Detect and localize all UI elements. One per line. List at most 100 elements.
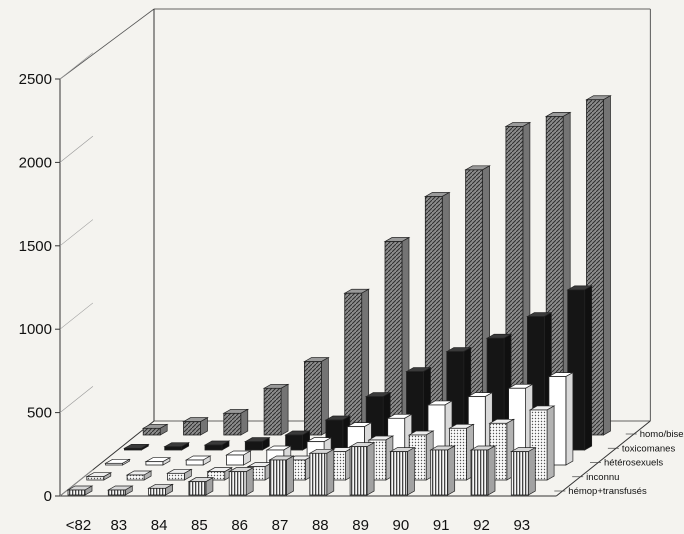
bar-h-mop-transfus-s — [187, 477, 215, 496]
bar-inconnu — [206, 467, 234, 481]
bar-front-face — [389, 451, 408, 496]
bar-h-mop-transfus-s — [106, 485, 134, 496]
bar-side-face — [527, 447, 536, 496]
bar-side-face — [240, 408, 249, 436]
bar-front-face — [164, 446, 183, 451]
bar-front-face — [185, 459, 204, 466]
x-tick-label: 90 — [393, 517, 410, 534]
bar-front-face — [269, 459, 287, 496]
bar-h-t-rosexuels — [225, 450, 252, 466]
y-tick-wall-mark — [59, 135, 94, 163]
bar-side-face — [407, 447, 415, 496]
bar-toxicomanes — [203, 440, 231, 451]
bar-h-mop-transfus-s — [66, 485, 94, 496]
y-tick-label: 2000 — [19, 154, 52, 171]
y-tick-label: 500 — [27, 405, 52, 422]
bar-side-face — [366, 442, 375, 496]
y-tick-label: 2500 — [19, 71, 52, 88]
bar-front-face — [105, 462, 123, 466]
bar-front-face — [223, 412, 242, 436]
x-tick-label: 83 — [110, 517, 127, 534]
legend: hémop+transfusés inconnu hétérosexuels toxi… — [554, 429, 684, 497]
bar-h-t-rosexuels — [104, 458, 131, 466]
x-tick-label: 92 — [473, 517, 490, 534]
bar-toxicomanes — [284, 430, 311, 451]
bar-h-mop-transfus-s — [389, 447, 416, 496]
bars — [66, 95, 612, 496]
y-tick-wall-mark — [59, 469, 94, 497]
bar-side-face — [245, 467, 254, 496]
bar-toxicomanes — [163, 442, 191, 451]
bar-front-face — [263, 387, 282, 436]
bar-side-face — [603, 95, 611, 436]
bar-homo-bisex — [343, 288, 371, 436]
bar-inconnu — [85, 472, 113, 481]
bar-h-mop-transfus-s — [308, 448, 336, 496]
bar-front-face — [303, 361, 322, 436]
bar-homo-bisex — [141, 423, 169, 436]
legend-label: hémop+transfusés — [568, 486, 647, 497]
bar-front-face — [126, 474, 145, 481]
x-tick-label: 87 — [272, 517, 289, 534]
bar-toxicomanes — [243, 437, 271, 451]
bar-h-t-rosexuels — [144, 457, 172, 466]
bar-front-face — [142, 427, 161, 436]
legend-label: homo/bisex — [640, 429, 684, 440]
x-axis: <82 83 84 85 86 87 88 89 90 91 92 93 — [66, 517, 530, 534]
bar-front-face — [145, 461, 164, 466]
floor-right-edge — [555, 420, 651, 497]
bar-front-face — [228, 471, 247, 496]
bar-inconnu — [448, 423, 475, 481]
x-tick-label: <82 — [66, 517, 91, 534]
x-tick-label: 93 — [513, 517, 530, 534]
y-tick-label: 1500 — [19, 238, 52, 255]
bar-h-mop-transfus-s — [147, 483, 174, 496]
bar-side-face — [286, 455, 294, 496]
bar-front-face — [510, 451, 529, 496]
bar-front-face — [188, 481, 207, 496]
bar-homo-bisex — [182, 417, 209, 436]
bar-front-face — [148, 487, 167, 496]
bar-front-face — [244, 441, 263, 451]
legend-label: inconnu — [586, 472, 619, 483]
bar-toxicomanes — [123, 443, 150, 451]
y-tick-wall-mark — [59, 302, 94, 330]
legend-label: hétérosexuels — [604, 458, 663, 469]
x-tick-label: 85 — [191, 517, 208, 534]
bar-front-face — [344, 292, 363, 436]
bar-toxicomanes — [324, 415, 352, 451]
bar-h-mop-transfus-s — [348, 442, 376, 496]
bar-side-face — [546, 405, 555, 481]
bar-side-face — [584, 285, 593, 451]
y-tick-wall-mark — [59, 386, 94, 413]
bar-front-face — [183, 421, 201, 436]
bar-side-face — [326, 448, 335, 496]
bar-front-face — [430, 449, 449, 496]
x-tick-label: 88 — [312, 517, 329, 534]
bar-homo-bisex — [262, 383, 290, 436]
bar-front-face — [86, 476, 105, 481]
bar-side-face — [280, 383, 289, 436]
bar-front-face — [226, 454, 244, 466]
bar-h-mop-transfus-s — [268, 455, 295, 496]
x-tick-label: 86 — [231, 517, 248, 534]
legend-label: toxicomanes — [622, 443, 676, 454]
y-tick-wall-mark — [59, 219, 94, 247]
y-tick-label: 1000 — [19, 321, 52, 338]
bar-front-face — [166, 472, 185, 481]
y-axis: 0 500 1000 1500 2000 2500 — [19, 52, 94, 505]
bar-front-face — [349, 446, 368, 496]
bar-side-face — [447, 445, 456, 496]
bar-h-mop-transfus-s — [429, 445, 457, 496]
bar-front-face — [124, 447, 142, 451]
bar-h-mop-transfus-s — [227, 467, 255, 496]
bar-h-t-rosexuels — [184, 455, 212, 466]
bar-front-face — [470, 449, 489, 496]
x-tick-label: 91 — [433, 517, 450, 534]
bar-inconnu — [166, 468, 193, 481]
bar-side-face — [487, 445, 496, 496]
wall-top-edge — [59, 8, 155, 80]
x-tick-label: 89 — [352, 517, 369, 534]
